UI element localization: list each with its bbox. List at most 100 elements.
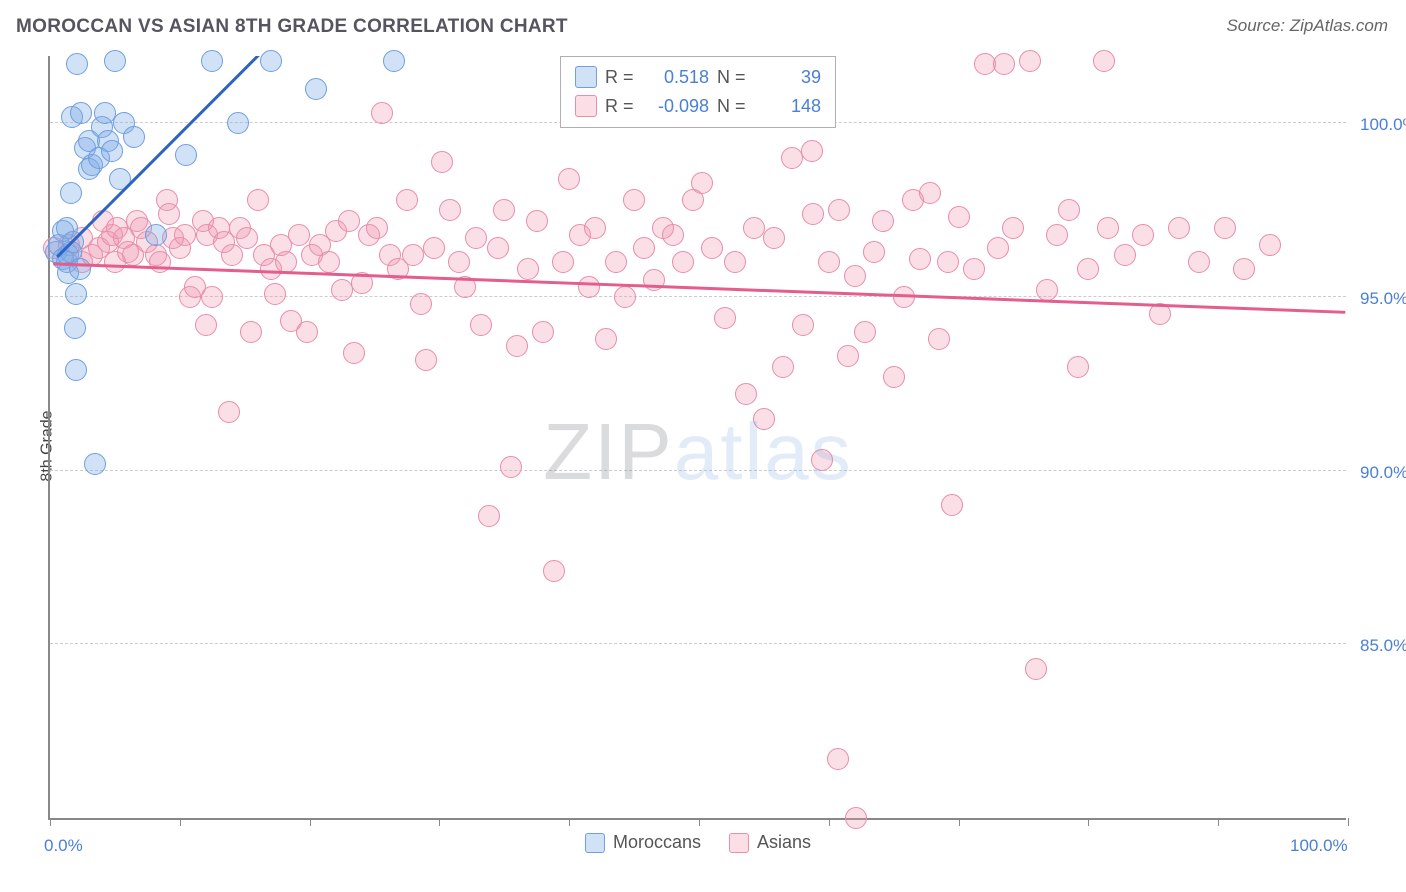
x-axis-max: 100.0% bbox=[1290, 836, 1348, 856]
data-point bbox=[595, 328, 617, 350]
y-tick-label: 100.0% bbox=[1360, 115, 1406, 135]
data-point bbox=[1114, 244, 1136, 266]
series-legend-label: Moroccans bbox=[613, 832, 701, 853]
data-point bbox=[735, 383, 757, 405]
data-point bbox=[963, 258, 985, 280]
data-point bbox=[517, 258, 539, 280]
y-tick-label: 95.0% bbox=[1360, 289, 1406, 309]
data-point bbox=[318, 251, 340, 273]
data-point bbox=[1067, 356, 1089, 378]
data-point bbox=[454, 276, 476, 298]
data-point bbox=[919, 182, 941, 204]
data-point bbox=[70, 102, 92, 124]
data-point bbox=[1019, 50, 1041, 72]
data-point bbox=[264, 283, 286, 305]
data-point bbox=[893, 286, 915, 308]
data-point bbox=[605, 251, 627, 273]
gridline bbox=[50, 643, 1346, 644]
data-point bbox=[296, 321, 318, 343]
data-point bbox=[104, 50, 126, 72]
swatch-asians-icon bbox=[729, 833, 749, 853]
x-tick bbox=[829, 818, 830, 826]
data-point bbox=[763, 227, 785, 249]
x-tick bbox=[699, 818, 700, 826]
data-point bbox=[431, 151, 453, 173]
source-attribution: Source: ZipAtlas.com bbox=[1226, 16, 1388, 36]
data-point bbox=[802, 203, 824, 225]
data-point bbox=[1233, 258, 1255, 280]
data-point bbox=[60, 182, 82, 204]
x-tick bbox=[1218, 818, 1219, 826]
y-tick-label: 90.0% bbox=[1360, 463, 1406, 483]
watermark-zip: ZIP bbox=[543, 407, 673, 496]
data-point bbox=[1188, 251, 1210, 273]
data-point bbox=[532, 321, 554, 343]
y-tick-label: 85.0% bbox=[1360, 636, 1406, 656]
trend-lines-layer bbox=[50, 56, 1346, 818]
data-point bbox=[84, 453, 106, 475]
data-point bbox=[584, 217, 606, 239]
data-point bbox=[343, 342, 365, 364]
data-point bbox=[811, 449, 833, 471]
swatch-moroccans bbox=[575, 66, 597, 88]
data-point bbox=[928, 328, 950, 350]
data-point bbox=[714, 307, 736, 329]
x-tick bbox=[439, 818, 440, 826]
data-point bbox=[465, 227, 487, 249]
data-point bbox=[772, 356, 794, 378]
data-point bbox=[487, 237, 509, 259]
data-point bbox=[175, 144, 197, 166]
data-point bbox=[366, 217, 388, 239]
data-point bbox=[552, 251, 574, 273]
data-point bbox=[62, 231, 84, 253]
data-point bbox=[221, 244, 243, 266]
data-point bbox=[174, 224, 196, 246]
data-point bbox=[872, 210, 894, 232]
data-point bbox=[543, 560, 565, 582]
gridline bbox=[50, 296, 1346, 297]
plot-area: ZIPatlas R = 0.518 N = 39 R = -0.098 N =… bbox=[48, 56, 1346, 820]
x-tick bbox=[569, 818, 570, 826]
data-point bbox=[260, 50, 282, 72]
x-tick bbox=[50, 818, 51, 826]
legend-r-value-moroccans: 0.518 bbox=[645, 63, 709, 92]
data-point bbox=[371, 102, 393, 124]
series-legend-asians: Asians bbox=[729, 832, 811, 853]
data-point bbox=[643, 269, 665, 291]
data-point bbox=[743, 217, 765, 239]
data-point bbox=[101, 140, 123, 162]
series-legend-moroccans: Moroccans bbox=[585, 832, 701, 853]
data-point bbox=[423, 237, 445, 259]
data-point bbox=[123, 126, 145, 148]
data-point bbox=[1168, 217, 1190, 239]
data-point bbox=[478, 505, 500, 527]
data-point bbox=[201, 50, 223, 72]
data-point bbox=[691, 172, 713, 194]
legend-n-value-moroccans: 39 bbox=[757, 63, 821, 92]
data-point bbox=[1002, 217, 1024, 239]
data-point bbox=[558, 168, 580, 190]
watermark: ZIPatlas bbox=[543, 406, 852, 498]
data-point bbox=[623, 189, 645, 211]
legend-r-label: R = bbox=[605, 92, 637, 121]
data-point bbox=[338, 210, 360, 232]
data-point bbox=[396, 189, 418, 211]
data-point bbox=[633, 237, 655, 259]
data-point bbox=[941, 494, 963, 516]
swatch-moroccans-icon bbox=[585, 833, 605, 853]
data-point bbox=[109, 168, 131, 190]
data-point bbox=[672, 251, 694, 273]
data-point bbox=[415, 349, 437, 371]
data-point bbox=[753, 408, 775, 430]
correlation-legend: R = 0.518 N = 39 R = -0.098 N = 148 bbox=[560, 56, 836, 128]
data-point bbox=[470, 314, 492, 336]
series-legend-label: Asians bbox=[757, 832, 811, 853]
data-point bbox=[993, 53, 1015, 75]
gridline bbox=[50, 470, 1346, 471]
data-point bbox=[1036, 279, 1058, 301]
x-axis-min: 0.0% bbox=[44, 836, 83, 856]
data-point bbox=[526, 210, 548, 232]
data-point bbox=[1097, 217, 1119, 239]
data-point bbox=[845, 807, 867, 829]
data-point bbox=[439, 199, 461, 221]
